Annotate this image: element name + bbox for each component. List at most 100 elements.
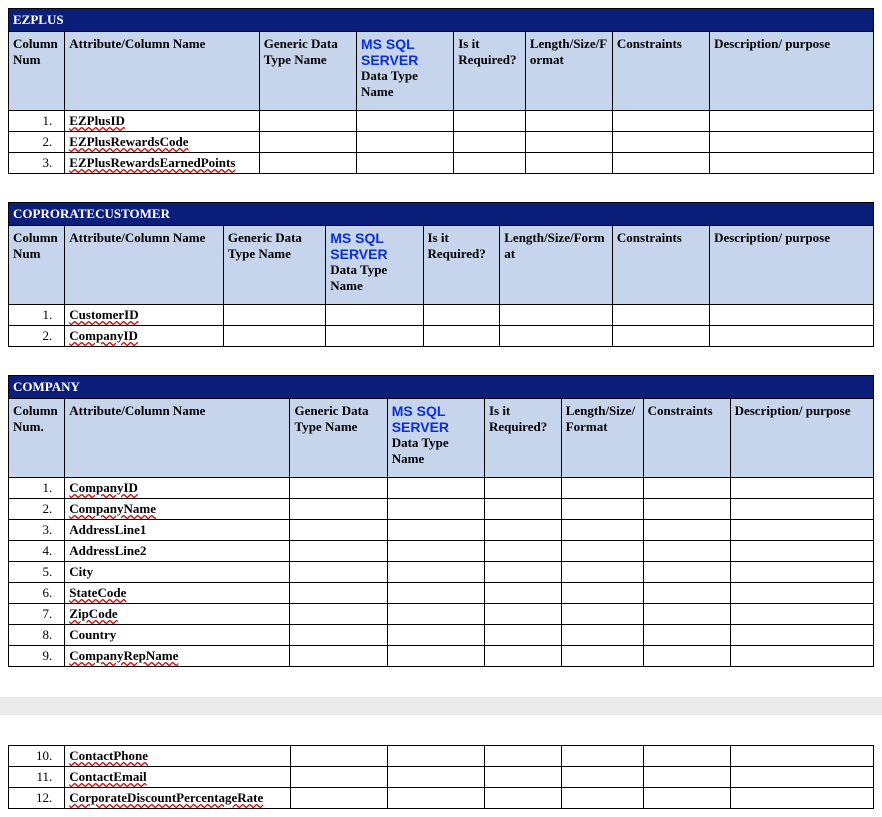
empty-cell [259, 153, 356, 174]
empty-cell [484, 562, 561, 583]
column-num: 8. [9, 625, 65, 646]
table-row: 1.CustomerID [9, 305, 874, 326]
table-row: 2.CompanyName [9, 499, 874, 520]
column-num: 6. [9, 583, 65, 604]
empty-cell [484, 746, 561, 767]
empty-cell [259, 132, 356, 153]
table-row: 1.EZPlusID [9, 111, 874, 132]
empty-cell [730, 604, 873, 625]
empty-cell [643, 499, 730, 520]
empty-cell [356, 153, 453, 174]
empty-cell [484, 478, 561, 499]
empty-cell [423, 326, 500, 347]
empty-cell [290, 583, 387, 604]
table-header-row: Column Num.Attribute/Column NameGeneric … [9, 399, 874, 478]
empty-cell [561, 478, 643, 499]
column-header: MS SQL SERVERData Type Name [356, 32, 453, 111]
empty-cell [730, 746, 873, 767]
empty-cell [730, 562, 873, 583]
empty-cell [643, 478, 730, 499]
attribute-name: ZipCode [65, 604, 290, 625]
column-num: 1. [9, 111, 65, 132]
column-header: Attribute/Column Name [65, 32, 259, 111]
empty-cell [387, 520, 484, 541]
empty-cell [387, 788, 484, 809]
table-row: 10.ContactPhone [9, 746, 874, 767]
empty-cell [561, 646, 643, 667]
empty-cell [326, 326, 423, 347]
table-row: 2.EZPlusRewardsCode [9, 132, 874, 153]
empty-cell [454, 153, 526, 174]
empty-cell [290, 788, 387, 809]
empty-cell [710, 132, 874, 153]
empty-cell [643, 746, 730, 767]
empty-cell [387, 646, 484, 667]
empty-cell [454, 132, 526, 153]
column-num: 4. [9, 541, 65, 562]
empty-cell [290, 562, 387, 583]
empty-cell [730, 499, 873, 520]
table-row: 2.CompanyID [9, 326, 874, 347]
empty-cell [561, 625, 643, 646]
column-num: 10. [9, 746, 65, 767]
empty-cell [290, 478, 387, 499]
table-row: 6.StateCode [9, 583, 874, 604]
column-num: 2. [9, 499, 65, 520]
section-ezplus: EZPLUSColumn NumAttribute/Column NameGen… [8, 8, 874, 174]
table-row: 9.CompanyRepName [9, 646, 874, 667]
empty-cell [643, 604, 730, 625]
empty-cell [500, 305, 613, 326]
empty-cell [730, 625, 873, 646]
attribute-name: AddressLine2 [65, 541, 290, 562]
empty-cell [223, 326, 325, 347]
table-company-continued: 10.ContactPhone 11.ContactEmail 12.Corpo… [8, 745, 874, 809]
empty-cell [454, 111, 526, 132]
empty-cell [290, 646, 387, 667]
empty-cell [561, 499, 643, 520]
empty-cell [643, 767, 730, 788]
attribute-name: ContactEmail [65, 767, 290, 788]
table-row: 5.City [9, 562, 874, 583]
column-header: Description/ purpose [710, 32, 874, 111]
empty-cell [484, 541, 561, 562]
table-company: COMPANYColumn Num.Attribute/Column NameG… [8, 375, 874, 667]
empty-cell [423, 305, 500, 326]
empty-cell [290, 625, 387, 646]
empty-cell [484, 583, 561, 604]
attribute-name: EZPlusRewardsCode [65, 132, 259, 153]
attribute-name: CorporateDiscountPercentageRate [65, 788, 290, 809]
empty-cell [326, 305, 423, 326]
attribute-name: EZPlusID [65, 111, 259, 132]
attribute-name: CompanyID [65, 478, 290, 499]
column-header: Attribute/Column Name [65, 399, 290, 478]
empty-cell [730, 541, 873, 562]
empty-cell [730, 646, 873, 667]
column-header: MS SQL SERVERData Type Name [387, 399, 484, 478]
column-header: Generic Data Type Name [290, 399, 387, 478]
column-num: 3. [9, 153, 65, 174]
attribute-name: CompanyID [65, 326, 224, 347]
column-header: Description/ purpose [710, 226, 874, 305]
section-corpcust: COPRORATECUSTOMERColumn NumAttribute/Col… [8, 202, 874, 347]
column-num: 3. [9, 520, 65, 541]
empty-cell [643, 541, 730, 562]
column-num: 1. [9, 478, 65, 499]
empty-cell [561, 541, 643, 562]
empty-cell [561, 788, 643, 809]
page-break [0, 697, 882, 715]
table-row: 3.AddressLine1 [9, 520, 874, 541]
column-header: Length/Size/Format [500, 226, 613, 305]
empty-cell [612, 132, 709, 153]
empty-cell [484, 767, 561, 788]
column-num: 11. [9, 767, 65, 788]
column-header: Description/ purpose [730, 399, 873, 478]
empty-cell [710, 305, 874, 326]
empty-cell [356, 132, 453, 153]
table-title: COMPANY [9, 376, 874, 399]
empty-cell [525, 111, 612, 132]
attribute-name: CustomerID [65, 305, 224, 326]
table-row: 11.ContactEmail [9, 767, 874, 788]
empty-cell [730, 520, 873, 541]
column-num: 1. [9, 305, 65, 326]
column-header: Constraints [612, 32, 709, 111]
